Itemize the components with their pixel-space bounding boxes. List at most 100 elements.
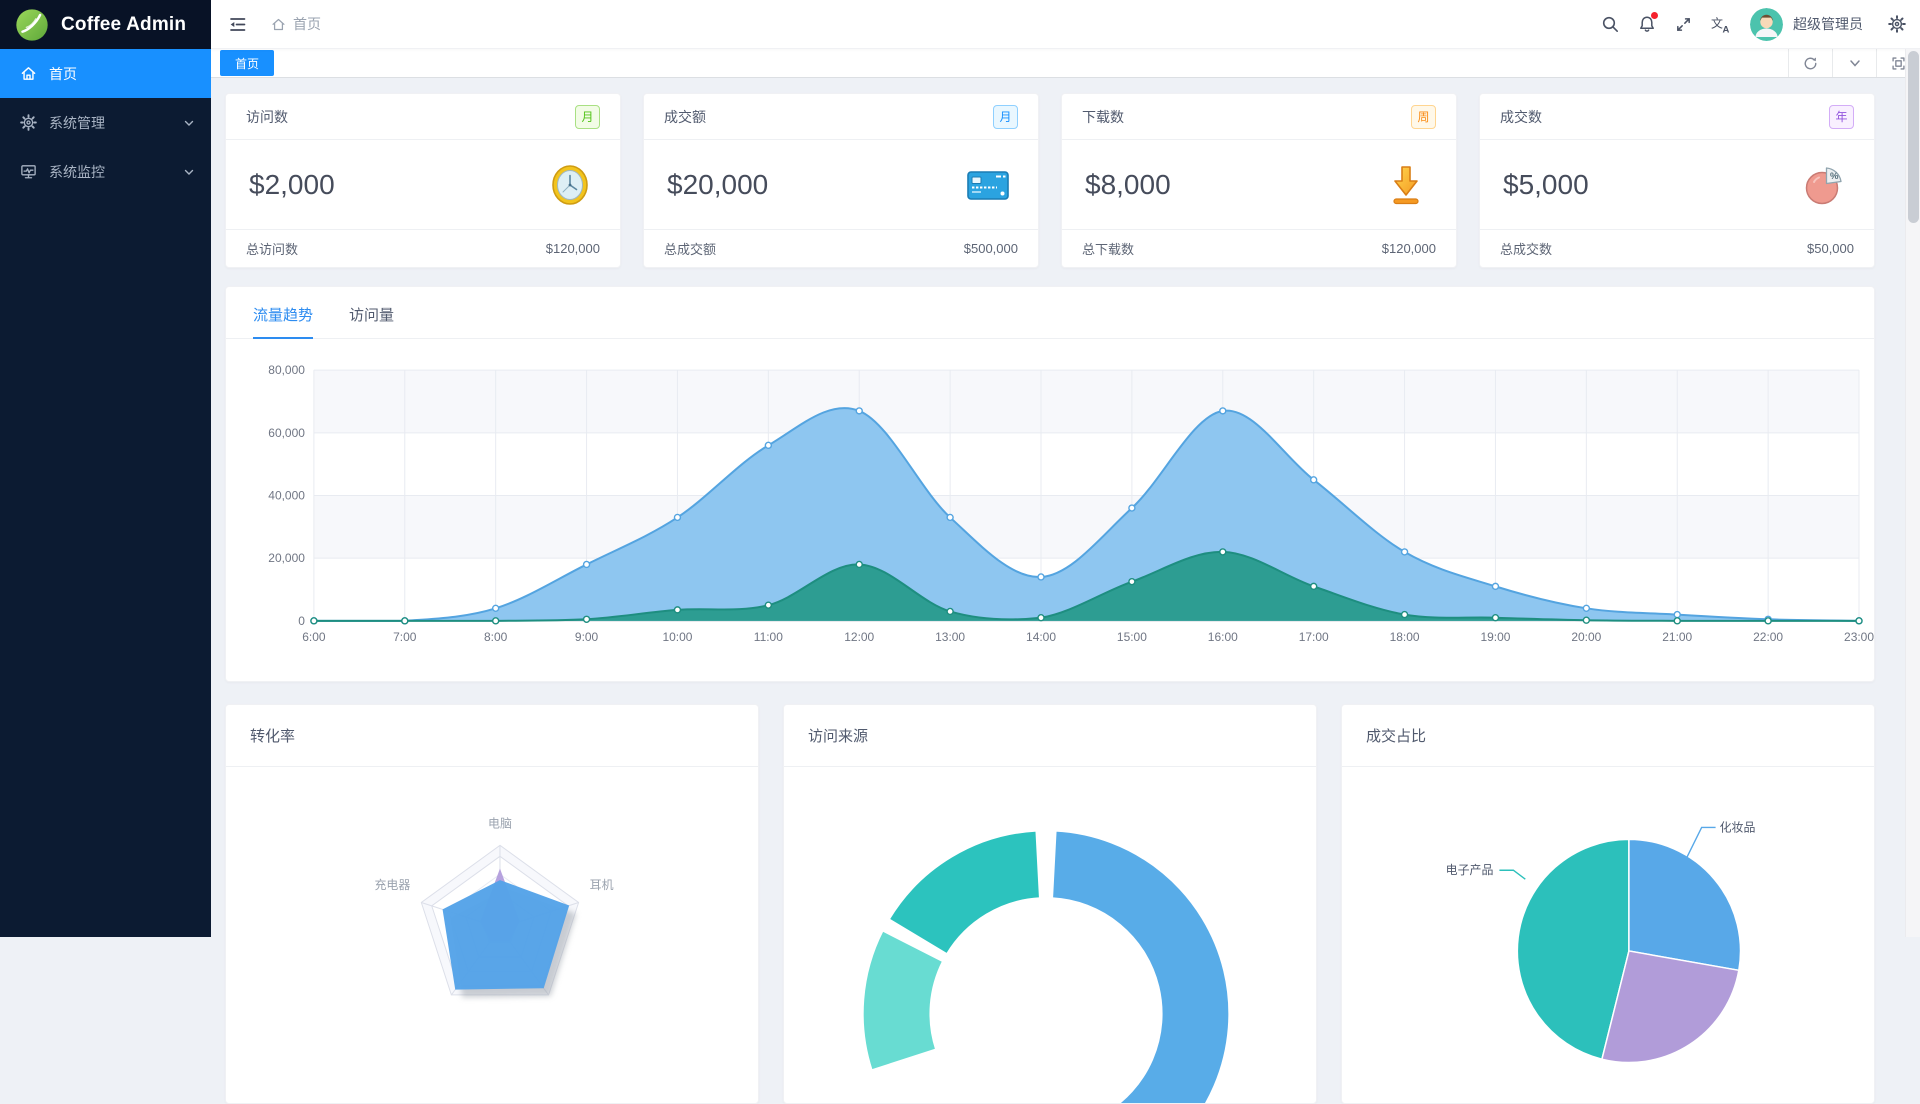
search-icon[interactable] <box>1601 15 1619 33</box>
sidebar-collapse-icon[interactable] <box>228 15 247 34</box>
page-scrollbar[interactable] <box>1905 49 1920 937</box>
svg-text:40,000: 40,000 <box>268 488 305 502</box>
page-tab-home[interactable]: 首页 <box>220 50 274 76</box>
stat-card-value: $2,000 <box>249 169 335 201</box>
fullscreen-icon[interactable] <box>1675 16 1692 33</box>
stat-card-deal-count: 成交数 年 $5,000 % 总成交数 <box>1479 93 1875 268</box>
card-title: 访问来源 <box>808 725 868 746</box>
svg-text:23:00: 23:00 <box>1844 630 1874 644</box>
svg-text:19:00: 19:00 <box>1480 630 1510 644</box>
topbar-actions: 文 A 超级管理员 <box>1601 8 1906 41</box>
svg-text:11:00: 11:00 <box>754 630 783 644</box>
svg-text:14:00: 14:00 <box>1026 630 1056 644</box>
svg-text:13:00: 13:00 <box>935 630 965 644</box>
stat-card-footer-value: $120,000 <box>546 241 600 256</box>
spring-leaf-logo-icon <box>13 6 51 44</box>
monitor-icon <box>20 163 37 180</box>
svg-text:6:00: 6:00 <box>302 630 326 644</box>
period-badge: 月 <box>575 105 600 129</box>
page-tabs-bar: 首页 <box>211 49 1920 78</box>
svg-text:15:00: 15:00 <box>1117 630 1147 644</box>
period-badge: 月 <box>993 105 1018 129</box>
deal-share-pie-chart[interactable]: 电子产品 化妆品 <box>1342 767 1874 1104</box>
home-icon <box>20 65 37 82</box>
settings-gear-icon[interactable] <box>1888 15 1906 33</box>
svg-text:80,000: 80,000 <box>268 363 305 377</box>
stat-card-title: 下载数 <box>1082 107 1124 127</box>
app-logo[interactable]: Coffee Admin <box>0 0 211 49</box>
stat-card-footer-label: 总成交数 <box>1500 239 1552 258</box>
stat-card-value: $20,000 <box>667 169 768 201</box>
sidebar-item-system-management[interactable]: 系统管理 <box>0 98 211 147</box>
breadcrumb[interactable]: 首页 <box>271 14 321 34</box>
topbar: 首页 <box>211 0 1920 49</box>
visit-source-donut-chart[interactable] <box>784 767 1316 1104</box>
deal-share-card: 成交占比 电子产品 化妆品 <box>1341 704 1875 1104</box>
conversion-rate-card: 转化率 电脑充电器 耳机 <box>225 704 759 1104</box>
chevron-down-icon[interactable] <box>1832 49 1876 77</box>
svg-text:8:00: 8:00 <box>484 630 508 644</box>
svg-text:电子产品: 电子产品 <box>1446 863 1494 877</box>
sidebar-item-label: 系统管理 <box>49 113 105 133</box>
svg-text:%: % <box>1830 171 1839 182</box>
svg-text:耳机: 耳机 <box>590 878 614 892</box>
svg-text:21:00: 21:00 <box>1662 630 1692 644</box>
stat-card-footer-value: $50,000 <box>1807 241 1854 256</box>
sidebar: Coffee Admin 首页 <box>0 0 211 937</box>
credit-card-icon <box>965 162 1011 208</box>
svg-text:20:00: 20:00 <box>1571 630 1601 644</box>
app-title: Coffee Admin <box>61 14 186 36</box>
sidebar-nav: 首页 系统管理 <box>0 49 211 196</box>
stat-card-visits: 访问数 月 $2,000 <box>225 93 621 268</box>
svg-text:16:00: 16:00 <box>1208 630 1238 644</box>
stat-card-footer-label: 总成交额 <box>664 239 716 258</box>
stat-card-title: 访问数 <box>246 107 288 127</box>
sidebar-item-home[interactable]: 首页 <box>0 49 211 98</box>
stat-card-title: 成交额 <box>664 107 706 127</box>
translate-icon[interactable]: 文 A <box>1711 15 1731 34</box>
tabs-bar-actions <box>1788 49 1920 77</box>
stat-card-footer-value: $120,000 <box>1382 241 1436 256</box>
svg-text:文: 文 <box>1711 15 1723 30</box>
tab-visit-volume[interactable]: 访问量 <box>349 304 394 338</box>
notification-bell-icon[interactable] <box>1638 15 1656 33</box>
clock-icon <box>547 162 593 208</box>
content: 访问数 月 $2,000 <box>211 79 1920 937</box>
card-title: 转化率 <box>250 725 295 746</box>
svg-text:60,000: 60,000 <box>268 426 305 440</box>
visit-source-card: 访问来源 <box>783 704 1317 1104</box>
period-badge: 周 <box>1411 105 1436 129</box>
pie-percent-icon: % <box>1801 162 1847 208</box>
svg-text:17:00: 17:00 <box>1299 630 1329 644</box>
stat-card-footer-label: 总下载数 <box>1082 239 1134 258</box>
gear-icon <box>20 114 37 131</box>
svg-text:10:00: 10:00 <box>662 630 692 644</box>
svg-text:充电器: 充电器 <box>374 877 410 892</box>
stat-card-footer-value: $500,000 <box>964 241 1018 256</box>
stat-card-title: 成交数 <box>1500 107 1542 127</box>
scrollbar-thumb[interactable] <box>1908 51 1919 223</box>
tab-traffic-trend[interactable]: 流量趋势 <box>253 304 313 338</box>
username-label[interactable]: 超级管理员 <box>1793 14 1863 34</box>
svg-text:20,000: 20,000 <box>268 551 305 565</box>
chevron-down-icon <box>183 166 195 178</box>
sidebar-item-system-monitor[interactable]: 系统监控 <box>0 147 211 196</box>
stat-card-footer-label: 总访问数 <box>246 239 298 258</box>
user-avatar[interactable] <box>1750 8 1783 41</box>
trend-tabs: 流量趋势 访问量 <box>226 287 1874 339</box>
sidebar-item-label: 系统监控 <box>49 162 105 182</box>
svg-text:7:00: 7:00 <box>393 630 417 644</box>
svg-text:化妆品: 化妆品 <box>1720 820 1756 834</box>
period-badge: 年 <box>1829 105 1854 129</box>
card-title: 成交占比 <box>1366 725 1426 746</box>
svg-text:22:00: 22:00 <box>1753 630 1783 644</box>
svg-text:A: A <box>1723 24 1730 34</box>
svg-text:电脑: 电脑 <box>488 816 512 830</box>
stat-card-deal-amount: 成交额 月 $20,000 <box>643 93 1039 268</box>
svg-text:18:00: 18:00 <box>1390 630 1420 644</box>
refresh-icon[interactable] <box>1788 49 1832 77</box>
svg-text:9:00: 9:00 <box>575 630 599 644</box>
